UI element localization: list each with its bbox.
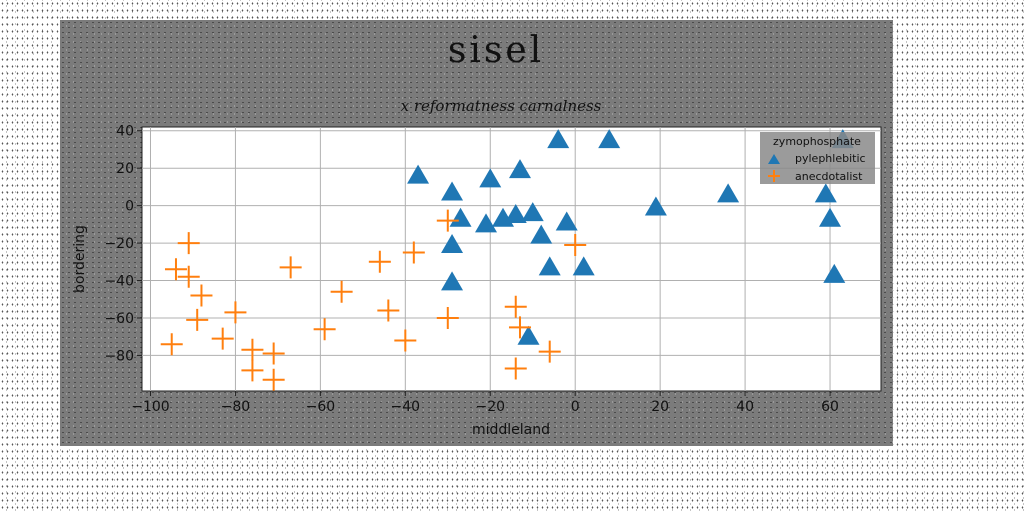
y-tick-label: −40 (104, 274, 134, 290)
y-tick-label: −20 (104, 236, 134, 252)
point-pylephlebitic (479, 168, 502, 188)
legend-label-anecdotalist: anecdotalist (795, 170, 863, 183)
point-anecdotalist (224, 301, 247, 324)
data-points (160, 129, 854, 391)
y-tick-label: 20 (116, 161, 134, 177)
point-anecdotalist (508, 316, 531, 339)
point-anecdotalist (504, 295, 527, 318)
point-pylephlebitic (508, 159, 531, 179)
point-pylephlebitic (555, 211, 578, 231)
chart-figure: sisel x reformatness carnalness −100 −80−… (60, 20, 893, 446)
point-anecdotalist (330, 280, 353, 303)
y-tick-label: −80 (104, 348, 134, 364)
y-tick-label: −60 (104, 311, 134, 327)
legend: zymophosphate pylephlebitic anecdotalist (760, 132, 875, 184)
point-anecdotalist (186, 308, 209, 331)
plot-area (141, 126, 882, 392)
legend-title: zymophosphate (773, 135, 861, 148)
point-pylephlebitic (449, 207, 472, 227)
point-anecdotalist (436, 209, 459, 232)
point-pylephlebitic (547, 129, 570, 149)
legend-marker-anecdotalist (768, 170, 780, 182)
point-anecdotalist (402, 241, 425, 264)
point-pylephlebitic (644, 196, 667, 216)
point-pylephlebitic (517, 325, 540, 345)
y-tick-label: 0 (125, 199, 134, 215)
point-pylephlebitic (814, 183, 837, 203)
x-axis-label: middleland (472, 422, 550, 438)
x-tick-label: 0 (571, 399, 580, 415)
point-anecdotalist (279, 256, 302, 279)
point-pylephlebitic (475, 213, 498, 233)
x-tick-label: −20 (475, 399, 505, 415)
point-pylephlebitic (441, 271, 464, 291)
point-anecdotalist (177, 265, 200, 288)
legend-label-pylephlebitic: pylephlebitic (795, 152, 866, 165)
point-anecdotalist (241, 338, 264, 361)
x-tick-label: −100 (131, 399, 169, 415)
point-anecdotalist (190, 284, 213, 307)
point-pylephlebitic (441, 181, 464, 201)
point-anecdotalist (160, 333, 183, 356)
point-anecdotalist (262, 368, 285, 391)
x-tick-label: 60 (821, 399, 839, 415)
point-pylephlebitic (521, 202, 544, 222)
point-pylephlebitic (407, 164, 430, 184)
axis-ticks: −100 −80 −60 −40 −20 0 20 40 60 40 20 0 −20 −40 −60 −80 (104, 124, 838, 415)
chart-title: sisel (448, 30, 544, 71)
x-tick-label: −80 (221, 399, 251, 415)
point-pylephlebitic (504, 204, 527, 223)
point-pylephlebitic (572, 256, 595, 276)
point-anecdotalist (368, 250, 391, 273)
point-anecdotalist (177, 232, 200, 255)
point-pylephlebitic (819, 207, 842, 227)
point-anecdotalist (211, 327, 234, 350)
scatter-chart: sisel x reformatness carnalness −100 −80−… (72, 30, 882, 438)
y-axis-label: bordering (72, 225, 88, 293)
point-anecdotalist (313, 318, 336, 341)
x-tick-label: 40 (736, 399, 754, 415)
point-pylephlebitic (530, 224, 553, 244)
legend-marker-pylephlebitic (768, 154, 780, 164)
point-pylephlebitic (538, 256, 561, 276)
point-anecdotalist (538, 340, 561, 363)
point-anecdotalist (436, 306, 459, 329)
point-anecdotalist (164, 258, 187, 281)
x-tick-label: −40 (391, 399, 421, 415)
point-anecdotalist (262, 342, 285, 365)
point-anecdotalist (377, 299, 400, 322)
y-tick-label: 40 (116, 124, 134, 140)
point-pylephlebitic (717, 183, 740, 203)
chart-subtitle: x reformatness carnalness (401, 97, 602, 115)
x-tick-label: −60 (306, 399, 336, 415)
point-anecdotalist (241, 359, 264, 382)
point-pylephlebitic (441, 233, 464, 253)
point-anecdotalist (564, 233, 587, 256)
point-anecdotalist (394, 329, 417, 352)
point-pylephlebitic (598, 129, 621, 149)
point-pylephlebitic (823, 263, 846, 283)
point-anecdotalist (504, 357, 527, 380)
x-tick-label: 20 (651, 399, 669, 415)
